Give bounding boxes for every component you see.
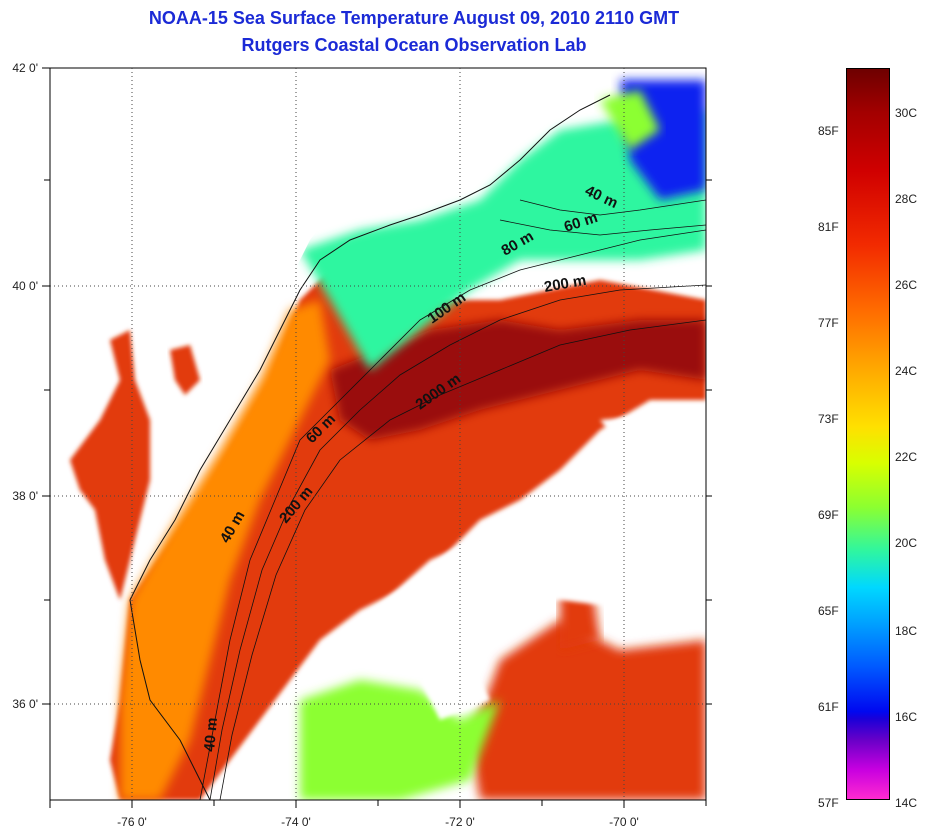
colorbar-celsius-label: 28C (895, 192, 918, 206)
colorbar-celsius-label: 24C (895, 364, 918, 378)
isobath-contour (199, 229, 706, 800)
x-tick-label: -74 0' (281, 815, 311, 829)
x-tick-label: -72 0' (445, 815, 475, 829)
colorbar-fahrenheit-label: 81F (818, 220, 839, 234)
coastline (129, 94, 611, 601)
chart-subtitle: Rutgers Coastal Ocean Observation Lab (241, 35, 587, 55)
sst-imagery (50, 68, 706, 800)
chart-title: NOAA-15 Sea Surface Temperature August 0… (148, 8, 680, 28)
x-tick-label: -76 0' (117, 815, 147, 829)
delaware-bay (170, 345, 200, 395)
shelf-water (120, 300, 330, 800)
land-north (50, 68, 620, 500)
colorbar-celsius-label: 20C (895, 536, 918, 550)
chesapeake-bay (70, 330, 150, 600)
colorbar-fahrenheit-label: 57F (818, 796, 839, 810)
southeast-warm-water (470, 620, 706, 800)
graticule (50, 68, 706, 800)
color-scale-bar (846, 68, 890, 800)
gulf-stream-core (330, 320, 706, 440)
colorbar-celsius-label: 18C (895, 624, 918, 638)
cool-shelf-water (300, 110, 706, 370)
colorbar-fahrenheit-label: 61F (818, 700, 839, 714)
y-tick-label: 38 0' (12, 489, 38, 503)
y-tick-label: 42 0' (12, 61, 38, 75)
y-tick-label: 40 0' (12, 279, 38, 293)
colorbar-celsius-label: 30C (895, 106, 918, 120)
colorbar-fahrenheit-label: 85F (818, 124, 839, 138)
colorbar-celsius-label: 16C (895, 710, 918, 724)
colorbar-celsius-label: 14C (895, 796, 918, 810)
colorbar-celsius-label: 22C (895, 450, 918, 464)
cloud-gap (300, 480, 706, 700)
isobath-label: 40 m (201, 717, 221, 753)
colorbar-fahrenheit-label: 69F (818, 508, 839, 522)
colorbar-fahrenheit-label: 73F (818, 412, 839, 426)
y-tick-label: 36 0' (12, 697, 38, 711)
colorbar-fahrenheit-label: 77F (818, 316, 839, 330)
colorbar-celsius-label: 26C (895, 278, 918, 292)
tick-marks (42, 67, 712, 808)
colorbar-fahrenheit-label: 65F (818, 604, 839, 618)
x-tick-label: -70 0' (609, 815, 639, 829)
